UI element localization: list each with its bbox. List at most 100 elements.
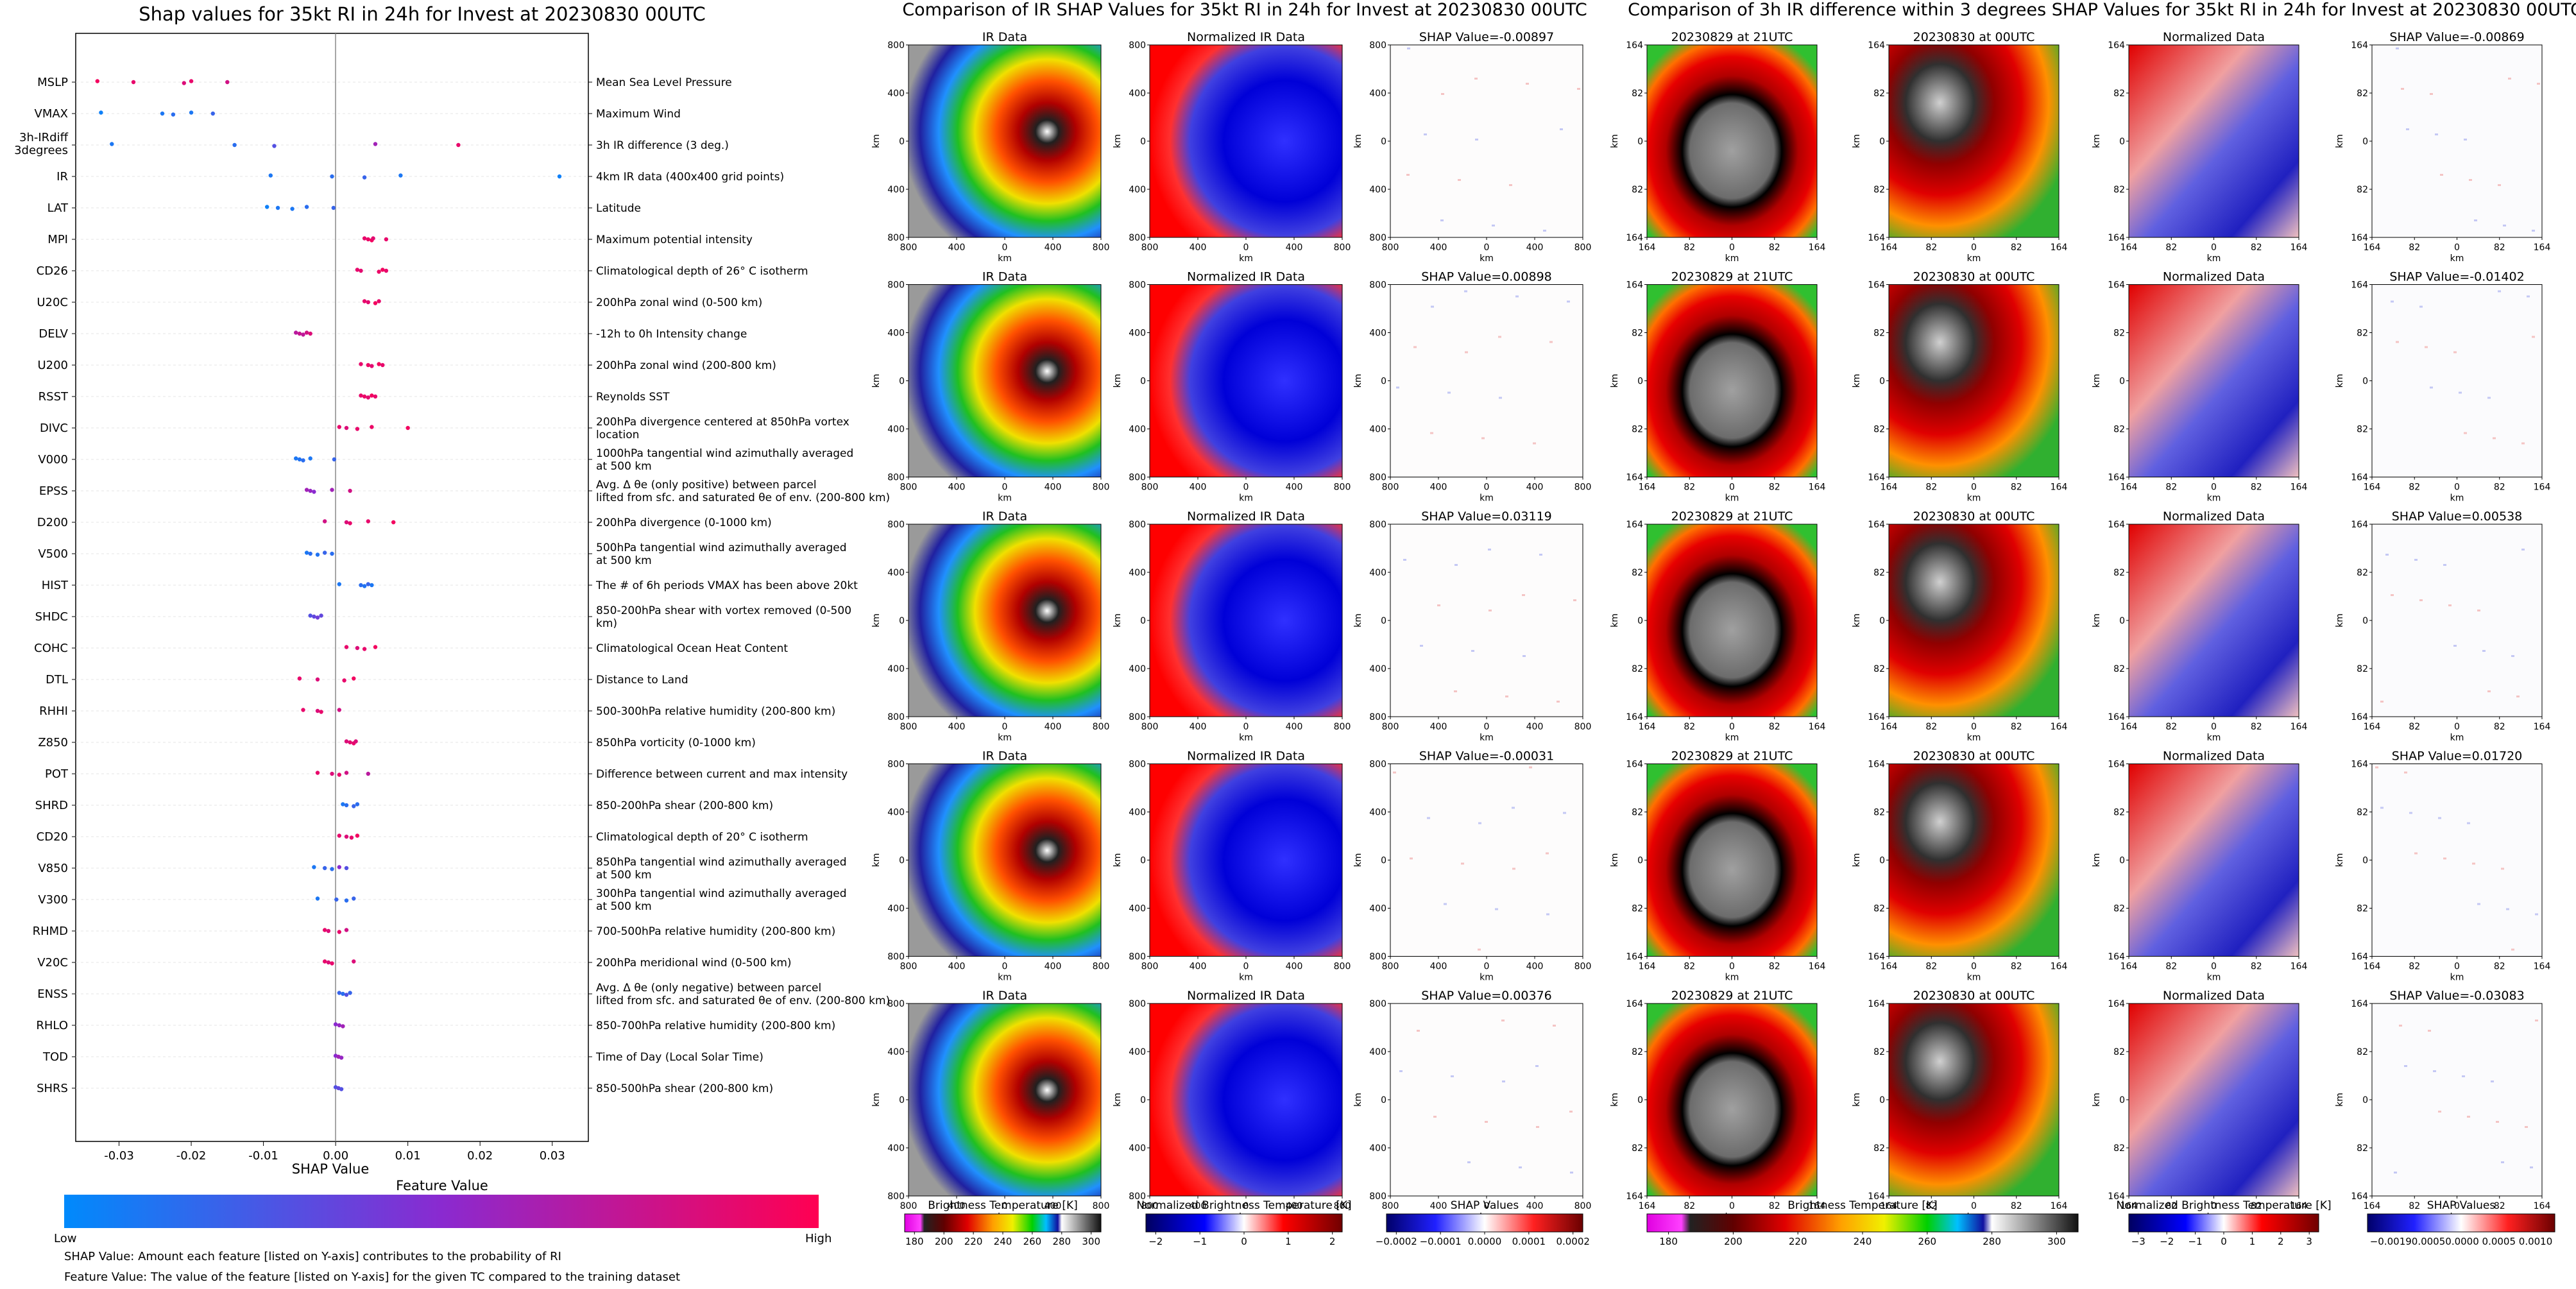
panel-image — [1390, 1003, 1583, 1196]
image-panel-cur: 20230830 at 00UTC1641648282008282164164k… — [1852, 509, 2067, 743]
feature-name: POT — [45, 767, 69, 781]
feature-colorbar-high: High — [805, 1232, 832, 1245]
shap-point — [312, 865, 316, 869]
x-tick-label: 800 — [1141, 962, 1159, 972]
y-tick-label: 164 — [2108, 280, 2125, 291]
x-tick-label: 800 — [1141, 482, 1159, 493]
y-tick-label: 82 — [1873, 664, 1885, 674]
shap-point — [391, 520, 396, 525]
y-tick-label: 0 — [1637, 1095, 1643, 1105]
image-panel-shap: SHAP Value=0.008988008004004000040040080… — [1353, 270, 1591, 504]
y-tick-label: 400 — [1129, 329, 1146, 339]
y-tick-label: 800 — [887, 952, 905, 962]
x-tick-label: 82 — [2494, 482, 2505, 493]
shap-speckle — [2501, 867, 2504, 870]
feature-name: RSST — [38, 390, 69, 404]
shap-speckle — [1458, 179, 1461, 181]
shap-speckle — [2419, 599, 2423, 601]
shap-speckle — [1420, 645, 1423, 647]
panel-title: IR Data — [982, 989, 1027, 1003]
feature-description: Maximum Wind — [596, 108, 681, 121]
shap-point — [297, 331, 302, 336]
shap-point — [339, 1055, 344, 1060]
x-tick-label: 400 — [1190, 482, 1207, 493]
feature-description: at 500 km — [596, 554, 652, 567]
y-axis-label: km — [2092, 853, 2102, 867]
x-tick-label: 164 — [1809, 482, 1826, 493]
shap-chart-title: Shap values for 35kt RI in 24h for Inves… — [139, 3, 705, 25]
x-tick-label: 82 — [1684, 1201, 1695, 1211]
shap-point — [319, 613, 323, 618]
feature-name: SHRS — [37, 1082, 68, 1095]
panel-image — [908, 524, 1101, 717]
x-tick-label: 164 — [1639, 962, 1656, 972]
shap-point — [330, 867, 334, 871]
y-tick-label: 82 — [1873, 808, 1885, 818]
y-tick-label: 164 — [1868, 712, 1885, 722]
feature-description: Avg. Δ θe (only positive) between parcel — [596, 479, 817, 491]
colorbar-tick-label: −0.0001 — [1420, 1236, 1462, 1247]
shap-speckle — [1498, 336, 1501, 338]
y-tick-label: 164 — [2108, 40, 2125, 51]
panel-title: SHAP Value=0.01720 — [2392, 749, 2523, 764]
y-tick-label: 400 — [1369, 185, 1386, 195]
panel-title: IR Data — [982, 270, 1027, 284]
shap-point — [348, 991, 352, 995]
colorbar-tick-label: 260 — [1023, 1236, 1042, 1247]
colorbar-tick-label: −1 — [1193, 1236, 1207, 1247]
image-panel-norm: Normalized IR Data8008004004000040040080… — [1113, 30, 1351, 264]
x-tick-label: 164 — [2290, 962, 2308, 972]
shap-speckle — [2385, 554, 2389, 556]
x-tick-label: 800 — [1574, 1201, 1592, 1211]
shap-speckle — [2493, 437, 2496, 440]
shap-speckle — [1533, 442, 1536, 445]
shap-speckle — [2462, 1075, 2465, 1077]
y-tick-label: 800 — [1369, 999, 1386, 1009]
shap-speckle — [1478, 822, 1481, 824]
image-panel-shap: SHAP Value=0.005381641648282008282164164… — [2335, 509, 2550, 743]
shap-summary-chart: Shap values for 35kt RI in 24h for Inves… — [14, 3, 890, 1284]
x-tick-label: 82 — [2011, 243, 2022, 253]
shap-speckle — [2404, 771, 2407, 774]
shap-point — [331, 205, 336, 210]
shap-speckle — [1440, 219, 1444, 221]
y-tick-label: 400 — [1129, 1047, 1146, 1057]
x-tick-label: 82 — [1769, 722, 1780, 732]
x-axis-label: km — [1725, 253, 1739, 264]
x-tick-label: 164 — [2290, 243, 2308, 253]
feature-name: V000 — [38, 453, 68, 466]
y-tick-label: 800 — [1129, 40, 1146, 51]
shap-speckle — [2496, 1121, 2499, 1123]
shap-point — [334, 897, 339, 902]
panel-image — [1647, 764, 1817, 957]
y-tick-label: 800 — [1369, 233, 1386, 243]
y-tick-label: 0 — [2119, 377, 2125, 387]
shap-point — [352, 804, 356, 808]
shap-speckle — [1546, 913, 1549, 916]
shap-point — [359, 362, 363, 366]
feature-name: D200 — [37, 516, 68, 529]
shap-speckle — [1512, 867, 1515, 870]
panel-title: Normalized IR Data — [1187, 30, 1305, 44]
y-tick-label: 82 — [2357, 1047, 2368, 1057]
x-tick-label: 0 — [2454, 962, 2460, 972]
shap-point — [373, 301, 378, 305]
image-panel-cur: 20230830 at 00UTC1641648282008282164164k… — [1852, 749, 2067, 983]
shap-speckle — [2399, 1025, 2402, 1027]
y-tick-label: 0 — [899, 616, 905, 626]
shap-speckle — [1536, 1126, 1539, 1128]
shap-point — [333, 1022, 338, 1027]
colorbar: Brightness Temperature [K] 180 200 220 240 26… — [904, 1199, 1102, 1247]
colorbar-tick-label: 220 — [1789, 1236, 1807, 1247]
shap-speckle — [2491, 1080, 2494, 1082]
shap-point — [362, 647, 367, 651]
y-tick-label: 0 — [2362, 1095, 2368, 1105]
y-tick-label: 82 — [2357, 425, 2368, 435]
colorbar-tick-label: −0.00190.00050.0000 0.0005 0.0010 — [2370, 1236, 2553, 1247]
panel-title: Normalized Data — [2163, 270, 2265, 284]
image-panel-nd: Normalized Data1641648282008282164164kmk… — [2092, 270, 2307, 504]
panel-title: Normalized Data — [2163, 749, 2265, 764]
shap-point — [366, 582, 370, 586]
shap-point — [337, 773, 341, 777]
y-tick-label: 0 — [1879, 856, 1885, 866]
